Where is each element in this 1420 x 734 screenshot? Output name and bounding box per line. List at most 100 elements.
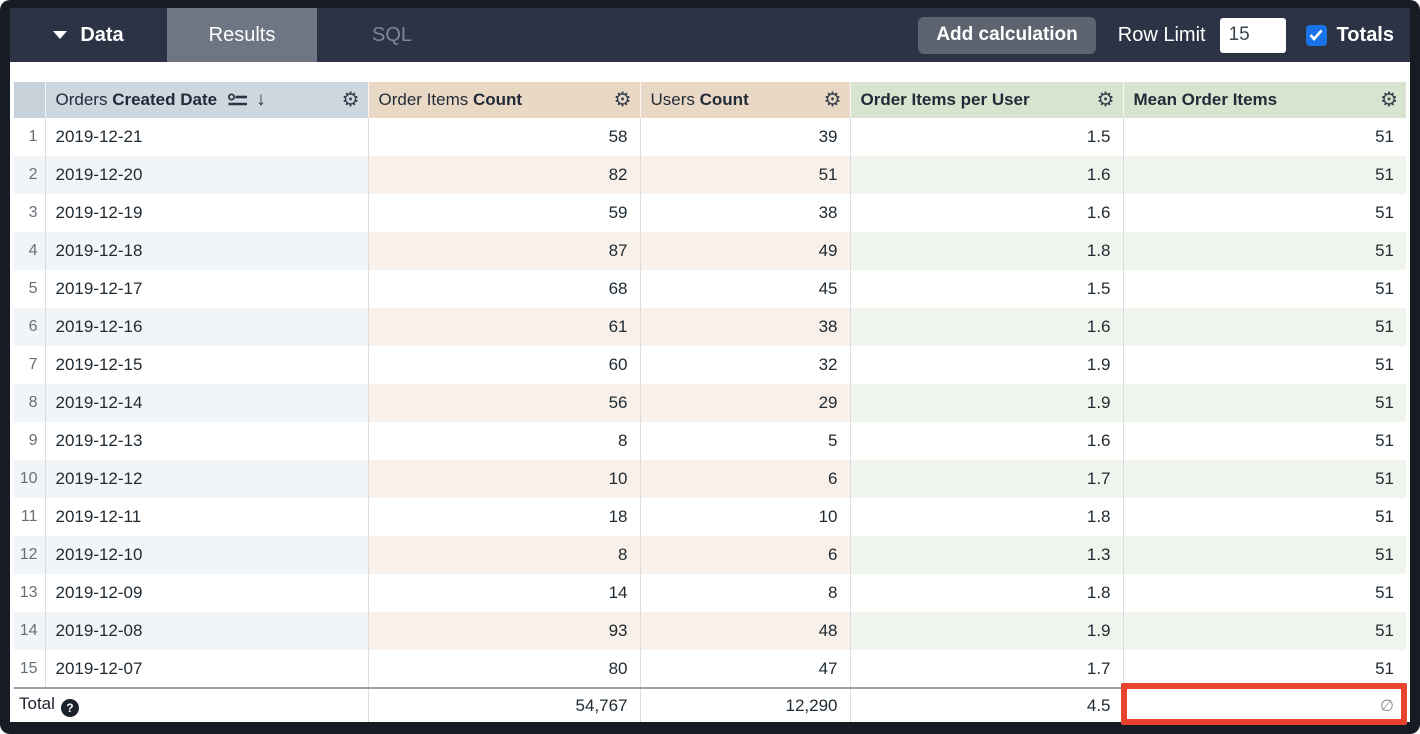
cell-order-items-count[interactable]: 8 <box>368 422 641 460</box>
cell-mean-order-items[interactable]: 51 <box>1375 658 1394 678</box>
cell-order-items-per-user[interactable]: 1.5 <box>850 270 1124 308</box>
gear-icon[interactable]: ⚙ <box>613 89 632 111</box>
cell-users-count[interactable]: 39 <box>640 118 851 156</box>
row-limit-input[interactable] <box>1219 17 1286 53</box>
cell-users-count[interactable]: 10 <box>640 498 851 536</box>
cell-mean-order-items[interactable]: 51 <box>1123 460 1406 498</box>
cell-order-items-count[interactable]: 61 <box>368 308 641 346</box>
cell-orders-created-date[interactable]: 2019-12-09 <box>45 574 369 612</box>
totals-checkbox[interactable] <box>1305 24 1327 46</box>
cell-mean-order-items[interactable]: 51 <box>1375 355 1394 374</box>
cell-order-items-count[interactable]: 80 <box>368 650 641 688</box>
total-users-count[interactable]: 12,290 <box>640 688 851 722</box>
cell-orders-created-date[interactable]: 2019-12-21 <box>45 118 369 156</box>
cell-mean-order-items[interactable]: 51 <box>1123 536 1406 574</box>
totals-label[interactable]: Totals <box>1336 23 1394 46</box>
tab-sql[interactable]: SQL <box>317 8 467 62</box>
cell-orders-created-date[interactable]: 2019-12-08 <box>45 612 369 650</box>
cell-orders-created-date[interactable]: 2019-12-19 <box>45 194 369 232</box>
cell-mean-order-items[interactable]: 51 <box>1123 308 1406 346</box>
cell-mean-order-items[interactable]: 51 <box>1123 232 1406 270</box>
column-header-order-items-count[interactable]: Order Items Count ⚙ <box>368 82 641 118</box>
cell-mean-order-items[interactable]: 51 <box>1123 156 1406 194</box>
cell-order-items-count[interactable]: 82 <box>368 156 641 194</box>
cell-order-items-per-user[interactable]: 1.7 <box>850 460 1124 498</box>
cell-order-items-per-user[interactable]: 1.5 <box>850 118 1124 156</box>
cell-orders-created-date[interactable]: 2019-12-13 <box>45 422 369 460</box>
cell-order-items-count[interactable]: 58 <box>368 118 641 156</box>
column-header-users-count[interactable]: Users Count ⚙ <box>640 82 851 118</box>
cell-mean-order-items[interactable]: 51 <box>1375 203 1394 222</box>
cell-users-count[interactable]: 6 <box>640 536 851 574</box>
cell-order-items-count[interactable]: 87 <box>368 232 641 270</box>
cell-order-items-per-user[interactable]: 1.6 <box>850 156 1124 194</box>
cell-order-items-per-user[interactable]: 1.7 <box>850 650 1124 688</box>
cell-users-count[interactable]: 29 <box>640 384 851 422</box>
cell-order-items-per-user[interactable]: 1.6 <box>850 194 1124 232</box>
caret-down-icon <box>53 31 68 39</box>
cell-mean-order-items[interactable]: 51 <box>1123 612 1406 650</box>
cell-order-items-per-user[interactable]: 1.8 <box>850 232 1124 270</box>
cell-order-items-per-user[interactable]: 1.9 <box>850 612 1124 650</box>
cell-order-items-per-user[interactable]: 1.3 <box>850 536 1124 574</box>
cell-orders-created-date[interactable]: 2019-12-20 <box>45 156 369 194</box>
cell-order-items-count[interactable]: 14 <box>368 574 641 612</box>
sort-desc-icon[interactable]: ↓ <box>256 89 266 110</box>
column-header-mean-order-items[interactable]: Mean Order Items ⚙ <box>1123 82 1406 118</box>
cell-users-count[interactable]: 38 <box>640 194 851 232</box>
cell-order-items-per-user[interactable]: 1.8 <box>850 574 1124 612</box>
cell-orders-created-date[interactable]: 2019-12-14 <box>45 384 369 422</box>
cell-users-count[interactable]: 49 <box>640 232 851 270</box>
row-number: 14 <box>14 612 46 650</box>
cell-order-items-count[interactable]: 68 <box>368 270 641 308</box>
cell-mean-order-items[interactable]: 51 <box>1375 507 1394 526</box>
column-header-orders-created-date[interactable]: Orders Created Date ↓ ⚙ <box>45 82 369 118</box>
gear-icon[interactable]: ⚙ <box>1096 89 1115 111</box>
column-header-order-items-per-user[interactable]: Order Items per User ⚙ <box>850 82 1124 118</box>
cell-order-items-per-user[interactable]: 1.6 <box>850 422 1124 460</box>
total-mean-order-items[interactable]: ∅ <box>1120 683 1407 725</box>
tab-data[interactable]: Data <box>10 8 167 62</box>
cell-users-count[interactable]: 48 <box>640 612 851 650</box>
cell-mean-order-items[interactable]: 51 <box>1375 431 1394 450</box>
cell-mean-order-items[interactable]: 51 <box>1375 279 1394 298</box>
cell-orders-created-date[interactable]: 2019-12-07 <box>45 650 369 688</box>
cell-orders-created-date[interactable]: 2019-12-17 <box>45 270 369 308</box>
tab-results[interactable]: Results <box>167 8 317 62</box>
add-calculation-button[interactable]: Add calculation <box>918 16 1096 54</box>
cell-order-items-per-user[interactable]: 1.8 <box>850 498 1124 536</box>
cell-users-count[interactable]: 38 <box>640 308 851 346</box>
cell-users-count[interactable]: 32 <box>640 346 851 384</box>
cell-order-items-count[interactable]: 60 <box>368 346 641 384</box>
total-order-items-count[interactable]: 54,767 <box>368 688 641 722</box>
cell-order-items-count[interactable]: 8 <box>368 536 641 574</box>
cell-order-items-count[interactable]: 18 <box>368 498 641 536</box>
gear-icon[interactable]: ⚙ <box>1380 89 1398 111</box>
gear-icon[interactable]: ⚙ <box>341 89 360 111</box>
total-order-items-per-user[interactable]: 4.5 <box>850 688 1124 722</box>
cell-orders-created-date[interactable]: 2019-12-18 <box>45 232 369 270</box>
gear-icon[interactable]: ⚙ <box>823 89 842 111</box>
cell-mean-order-items[interactable]: 51 <box>1375 583 1394 602</box>
cell-users-count[interactable]: 45 <box>640 270 851 308</box>
cell-users-count[interactable]: 6 <box>640 460 851 498</box>
cell-orders-created-date[interactable]: 2019-12-10 <box>45 536 369 574</box>
cell-orders-created-date[interactable]: 2019-12-16 <box>45 308 369 346</box>
cell-mean-order-items[interactable]: 51 <box>1123 384 1406 422</box>
cell-order-items-count[interactable]: 93 <box>368 612 641 650</box>
cell-orders-created-date[interactable]: 2019-12-12 <box>45 460 369 498</box>
cell-order-items-per-user[interactable]: 1.6 <box>850 308 1124 346</box>
cell-mean-order-items[interactable]: 51 <box>1375 127 1394 146</box>
cell-users-count[interactable]: 5 <box>640 422 851 460</box>
cell-orders-created-date[interactable]: 2019-12-11 <box>45 498 369 536</box>
cell-orders-created-date[interactable]: 2019-12-15 <box>45 346 369 384</box>
cell-order-items-per-user[interactable]: 1.9 <box>850 346 1124 384</box>
cell-order-items-count[interactable]: 10 <box>368 460 641 498</box>
help-icon[interactable]: ? <box>60 699 79 717</box>
cell-order-items-count[interactable]: 59 <box>368 194 641 232</box>
cell-order-items-per-user[interactable]: 1.9 <box>850 384 1124 422</box>
cell-order-items-count[interactable]: 56 <box>368 384 641 422</box>
cell-users-count[interactable]: 8 <box>640 574 851 612</box>
cell-users-count[interactable]: 51 <box>640 156 851 194</box>
cell-users-count[interactable]: 47 <box>640 650 851 688</box>
